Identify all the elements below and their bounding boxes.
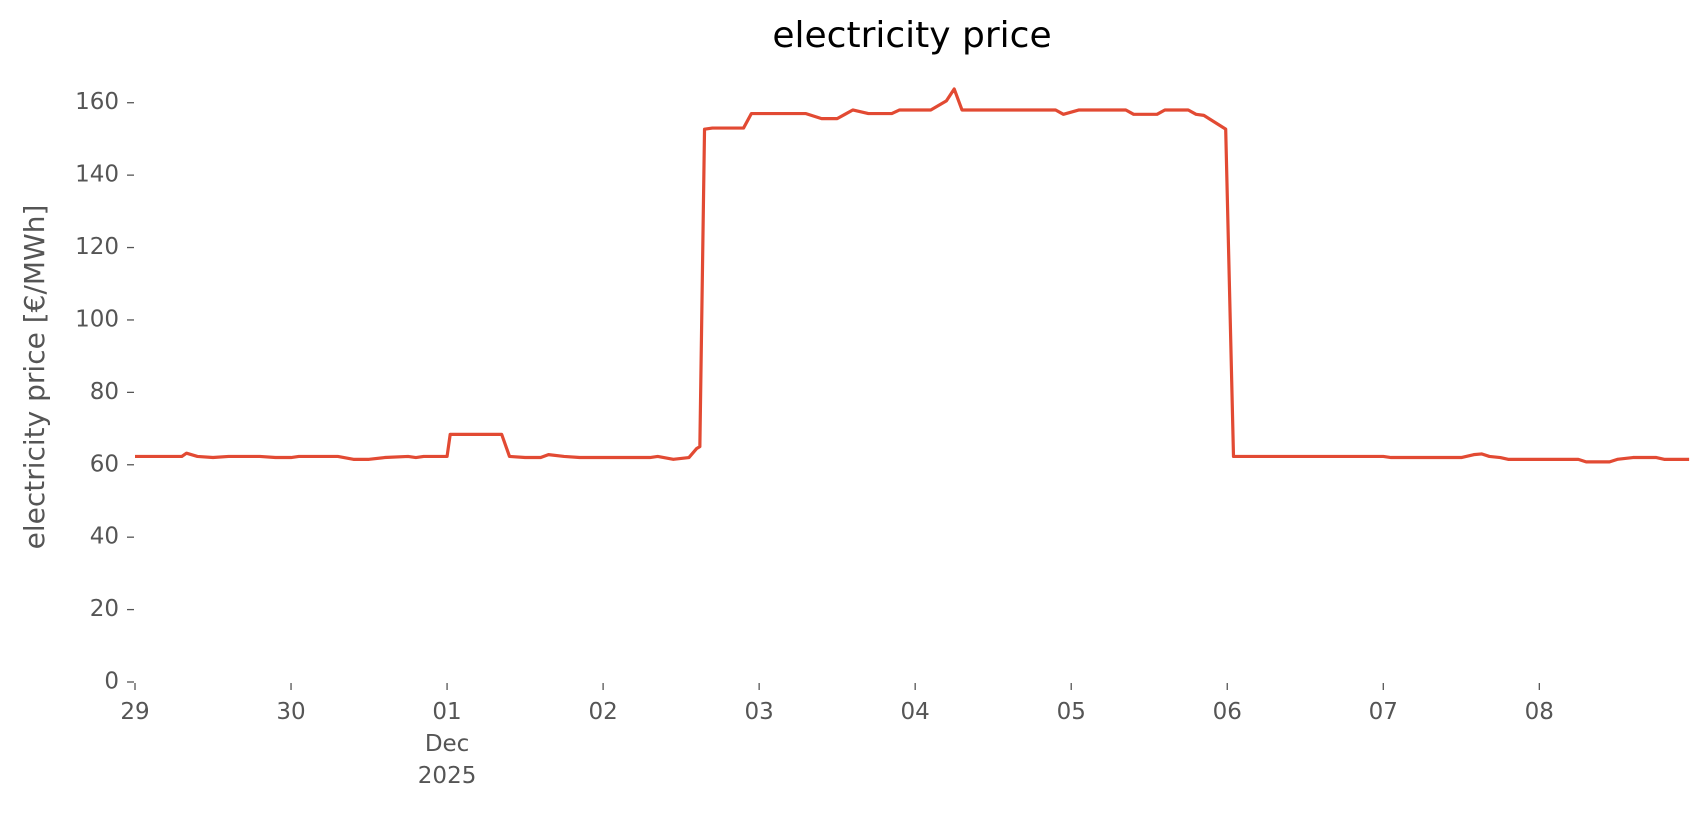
x-tick-label-line: 01 [432, 699, 461, 725]
x-tick-label: 05 [1057, 699, 1086, 725]
y-tick-label: 140 [75, 162, 119, 188]
price-line [135, 87, 1690, 464]
y-tick-label: 40 [90, 524, 119, 550]
y-tick-label: 100 [75, 306, 119, 332]
x-tick-label: 06 [1213, 699, 1242, 725]
y-tick-label: 80 [90, 379, 119, 405]
y-tick-label: 120 [75, 234, 119, 260]
x-tick-label: 04 [901, 699, 930, 725]
x-tick-label-line: 06 [1213, 699, 1242, 725]
x-tick-label: 07 [1369, 699, 1398, 725]
x-tick-label: 30 [276, 699, 305, 725]
x-tick-label-line: 03 [745, 699, 774, 725]
y-tick-label: 20 [90, 596, 119, 622]
x-tick-label-line: 29 [120, 699, 149, 725]
x-tick-label-line: 30 [276, 699, 305, 725]
x-tick-label-line: 07 [1369, 699, 1398, 725]
y-tick-label: 60 [90, 451, 119, 477]
chart-title: electricity price [772, 15, 1051, 56]
x-tick-label-line: Dec [425, 731, 470, 757]
x-tick-label-line: 2025 [418, 763, 477, 789]
y-tick-label: 160 [75, 89, 119, 115]
x-tick-label-line: 02 [588, 699, 617, 725]
x-tick-label: 01 Dec 2025 [418, 699, 477, 789]
x-tick-label: 02 [588, 699, 617, 725]
x-tick-label-line: 05 [1057, 699, 1086, 725]
x-tick-label-line: 04 [901, 699, 930, 725]
x-tick-label: 03 [745, 699, 774, 725]
x-tick-label: 08 [1525, 699, 1554, 725]
y-axis-label: electricity price [€/MWh] [18, 205, 51, 550]
x-tick-label: 29 [120, 699, 149, 725]
y-tick-label: 0 [104, 669, 119, 695]
x-tick-label-line: 08 [1525, 699, 1554, 725]
